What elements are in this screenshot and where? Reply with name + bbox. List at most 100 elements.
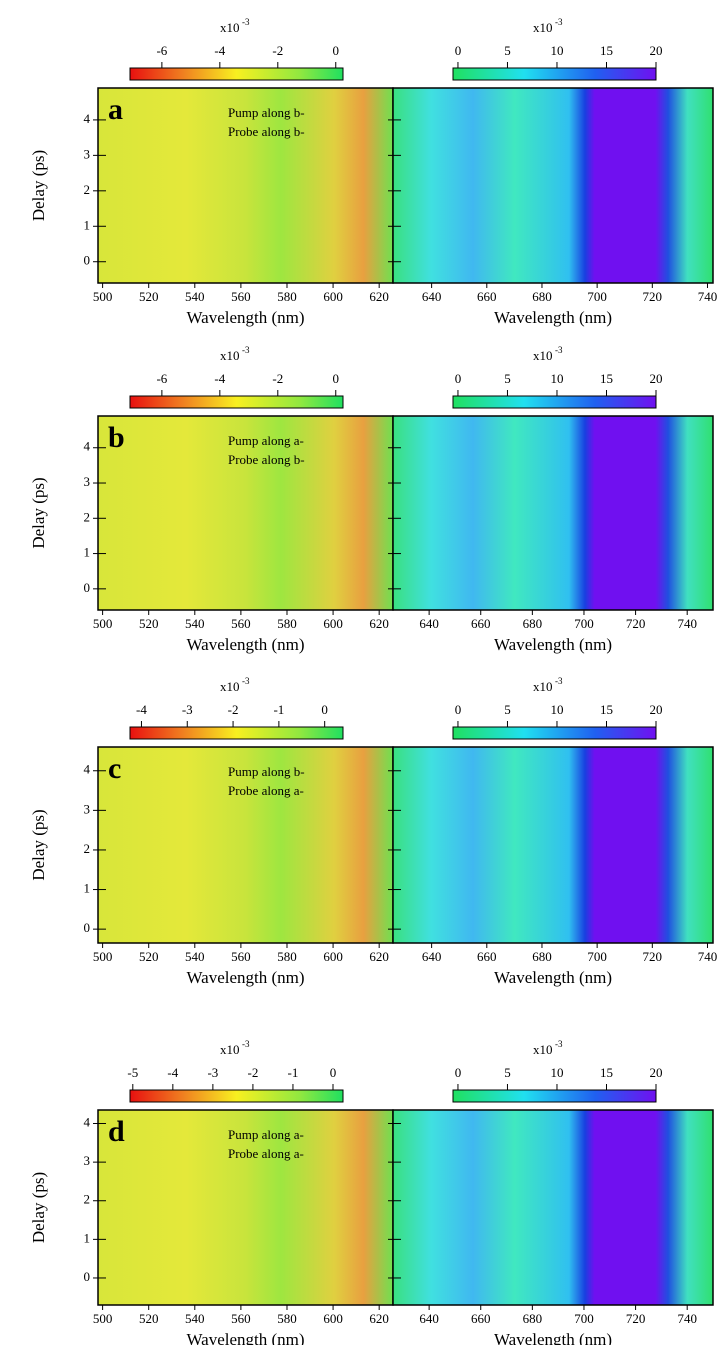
- colorbar-tick-label: 15: [600, 371, 613, 386]
- colorbar-tick-label: 0: [455, 702, 462, 717]
- x-tick-label: 740: [677, 616, 697, 631]
- colorbar-tick-label: 0: [333, 371, 340, 386]
- colorbar-scale: x10: [220, 348, 240, 363]
- heatmap-image: [393, 747, 713, 943]
- colorbar-scale: x10: [220, 20, 240, 35]
- colorbar-tick-label: -4: [214, 43, 225, 58]
- x-tick-label: 620: [369, 616, 389, 631]
- x-tick-label: 500: [93, 1311, 113, 1326]
- colorbar-tick-label: -2: [272, 43, 283, 58]
- plot-frame: [392, 415, 714, 611]
- x-tick-label: 520: [139, 289, 159, 304]
- y-tick-label: 2: [84, 1192, 91, 1207]
- colorbar-tick-label: -5: [127, 1065, 138, 1080]
- annotation: Probe along b-: [228, 452, 305, 467]
- y-tick-label: 3: [84, 801, 91, 816]
- x-tick-label: 560: [231, 949, 251, 964]
- x-tick-label: 680: [523, 1311, 543, 1326]
- annotation: Pump along b-: [228, 105, 305, 120]
- y-tick-label: 4: [84, 439, 91, 454]
- x-tick-label: 700: [587, 949, 607, 964]
- colorbar-tick-label: 0: [455, 371, 462, 386]
- y-tick-label: 3: [84, 146, 91, 161]
- x-tick-label: 640: [419, 1311, 439, 1326]
- y-tick-label: 3: [84, 1153, 91, 1168]
- y-tick-label: 4: [84, 1114, 91, 1129]
- y-tick-label: 0: [84, 253, 91, 268]
- colorbar-tick-label: 15: [600, 702, 613, 717]
- colorbar-tick-label: -2: [228, 702, 239, 717]
- colorbar-exponent: -3: [555, 345, 563, 355]
- y-axis-label: Delay (ps): [29, 150, 48, 221]
- x-tick-label: 680: [523, 616, 543, 631]
- panel-label: c: [108, 752, 121, 785]
- x-axis-label: Wavelength (nm): [186, 635, 304, 654]
- colorbar: [452, 1089, 657, 1103]
- heatmap-image: [393, 416, 713, 610]
- colorbar: [129, 726, 344, 740]
- x-tick-label: 660: [477, 949, 497, 964]
- x-axis-label: Wavelength (nm): [494, 968, 612, 987]
- colorbar-scale: x10: [533, 679, 553, 694]
- x-tick-label: 720: [626, 616, 646, 631]
- colorbar: [129, 395, 344, 409]
- colorbar-tick-label: 10: [550, 1065, 563, 1080]
- colorbar-tick-label: -3: [182, 702, 193, 717]
- heatmap-image: [98, 1110, 393, 1305]
- colorbar-exponent: -3: [242, 1039, 250, 1049]
- y-axis-label: Delay (ps): [29, 477, 48, 548]
- panel-label: d: [108, 1115, 125, 1148]
- colorbar-tick-label: 0: [455, 43, 462, 58]
- annotation: Probe along a-: [228, 1146, 304, 1161]
- colorbar-tick-label: -6: [156, 371, 167, 386]
- x-tick-label: 640: [419, 616, 439, 631]
- colorbar-tick-label: 5: [504, 1065, 511, 1080]
- colorbar: [452, 726, 657, 740]
- colorbar-tick-label: 0: [321, 702, 328, 717]
- x-tick-label: 560: [231, 1311, 251, 1326]
- x-tick-label: 640: [422, 289, 442, 304]
- heatmap-image: [393, 88, 713, 283]
- colorbar-scale: x10: [533, 1042, 553, 1057]
- x-tick-label: 700: [587, 289, 607, 304]
- colorbar-tick-label: -1: [288, 1065, 299, 1080]
- x-tick-label: 680: [532, 949, 552, 964]
- x-tick-label: 720: [643, 949, 663, 964]
- colorbar-tick-label: 10: [550, 702, 563, 717]
- x-tick-label: 600: [323, 616, 343, 631]
- x-axis-label: Wavelength (nm): [186, 968, 304, 987]
- x-axis-label: Wavelength (nm): [494, 1330, 612, 1345]
- x-tick-label: 580: [277, 1311, 297, 1326]
- y-tick-label: 1: [84, 217, 91, 232]
- x-tick-label: 600: [323, 949, 343, 964]
- colorbar-tick-label: -2: [247, 1065, 258, 1080]
- colorbar-tick-label: 20: [650, 371, 663, 386]
- x-tick-label: 720: [643, 289, 663, 304]
- x-tick-label: 700: [574, 1311, 594, 1326]
- x-tick-label: 580: [277, 616, 297, 631]
- y-axis-label: Delay (ps): [29, 1172, 48, 1243]
- x-axis-label: Wavelength (nm): [494, 308, 612, 327]
- y-tick-label: 0: [84, 580, 91, 595]
- colorbar-exponent: -3: [555, 17, 563, 27]
- x-tick-label: 540: [185, 949, 205, 964]
- x-tick-label: 560: [231, 616, 251, 631]
- x-tick-label: 660: [471, 616, 491, 631]
- colorbar-scale: x10: [533, 348, 553, 363]
- colorbar: [129, 1089, 344, 1103]
- colorbar: [452, 67, 657, 81]
- colorbar-tick-label: 20: [650, 702, 663, 717]
- plot-frame: [392, 1109, 714, 1306]
- x-tick-label: 620: [369, 949, 389, 964]
- colorbar-tick-label: 15: [600, 43, 613, 58]
- y-axis-label: Delay (ps): [29, 809, 48, 880]
- annotation: Probe along b-: [228, 124, 305, 139]
- colorbar-tick-label: 0: [333, 43, 340, 58]
- x-tick-label: 580: [277, 289, 297, 304]
- colorbar-tick-label: 0: [455, 1065, 462, 1080]
- colorbar-exponent: -3: [555, 1039, 563, 1049]
- x-tick-label: 660: [471, 1311, 491, 1326]
- x-tick-label: 520: [139, 1311, 159, 1326]
- x-tick-label: 720: [626, 1311, 646, 1326]
